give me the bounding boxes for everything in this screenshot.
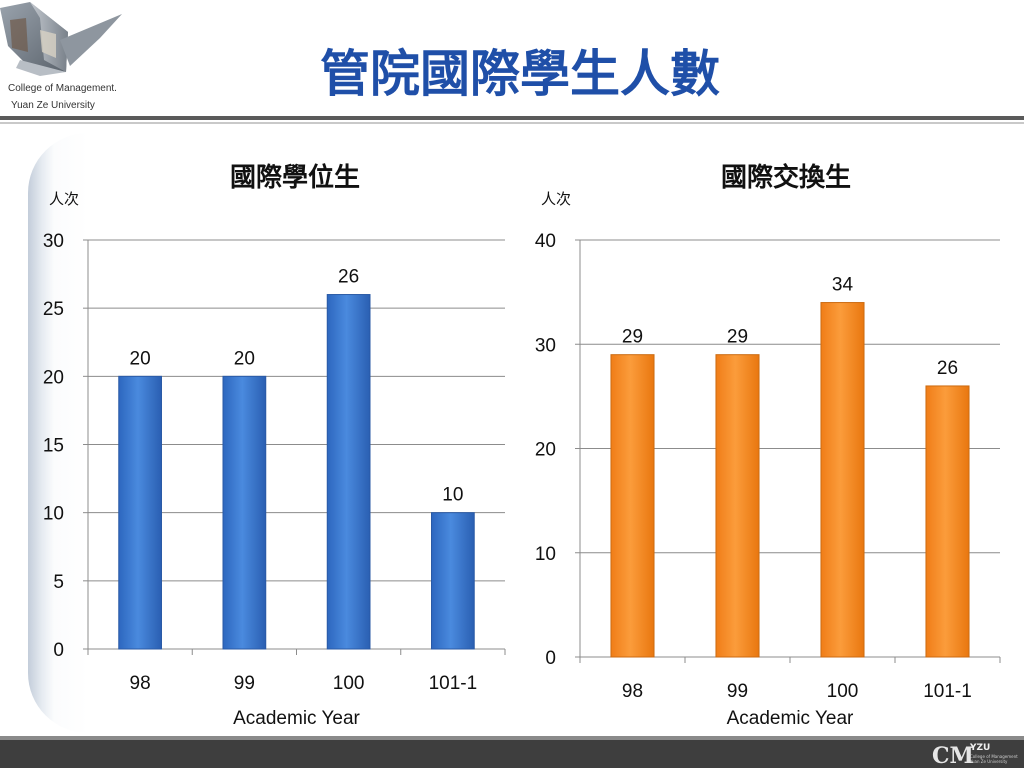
data-label: 29: [727, 327, 748, 348]
x-tick-label: 99: [234, 673, 255, 694]
x-tick-label: 98: [622, 681, 643, 702]
bar: [610, 354, 655, 658]
y-tick-label: 10: [535, 544, 556, 565]
bar: [431, 512, 475, 650]
y-tick-label: 25: [43, 299, 64, 320]
footer-bar: [0, 736, 1024, 768]
x-tick-label: 100: [333, 673, 365, 694]
footer-logo-line-1: College of Management: [970, 754, 1018, 759]
data-label: 10: [442, 485, 463, 506]
data-label: 34: [832, 275, 854, 296]
x-tick-label: 98: [130, 673, 151, 694]
x-axis-label: Academic Year: [233, 708, 360, 729]
bar: [326, 294, 371, 650]
x-axis-label: Academic Year: [727, 708, 854, 729]
page-title: 管院國際學生人數: [320, 44, 720, 103]
y-tick-label: 20: [535, 440, 556, 461]
logo-line-1: College of Management.: [8, 83, 117, 94]
y-tick-label: 15: [43, 436, 64, 457]
footer-stripe: [0, 736, 1024, 740]
data-label: 29: [622, 327, 643, 348]
building-logo-icon: [0, 2, 122, 76]
footer-logo-brand: YZU: [969, 743, 990, 753]
y-tick-label: 20: [43, 367, 64, 388]
x-tick-label: 101-1: [429, 673, 478, 694]
y-axis-label: 人次: [541, 190, 571, 208]
x-tick-label: 100: [827, 681, 859, 702]
footer-logo-mark: CM: [932, 743, 974, 768]
data-label: 20: [234, 348, 255, 369]
y-tick-label: 0: [545, 648, 556, 669]
data-label: 26: [338, 267, 359, 288]
bar: [222, 375, 267, 650]
y-tick-label: 5: [53, 572, 64, 593]
header-rule: [0, 116, 1024, 120]
y-tick-label: 0: [53, 640, 64, 661]
college-logo: College of Management. Yuan Ze Universit…: [0, 0, 130, 115]
bar: [118, 375, 162, 650]
logo-line-2: Yuan Ze University: [11, 100, 95, 111]
bar: [715, 354, 760, 658]
bar: [820, 302, 865, 658]
chart-title: 國際學位生: [230, 162, 360, 193]
y-axis-label: 人次: [49, 190, 79, 208]
y-tick-label: 30: [535, 335, 556, 356]
footer-logo: CM YZU College of Management Yuan Ze Uni…: [932, 743, 1018, 768]
y-tick-label: 30: [43, 231, 64, 252]
header-rule-light: [0, 122, 1024, 124]
chart-title: 國際交換生: [721, 162, 851, 193]
data-label: 26: [937, 358, 958, 379]
footer-logo-line-2: Yuan Ze University: [969, 759, 1008, 764]
x-tick-label: 101-1: [923, 681, 972, 702]
x-tick-label: 99: [727, 681, 748, 702]
y-tick-label: 10: [43, 504, 64, 525]
data-label: 20: [130, 348, 151, 369]
y-tick-label: 40: [535, 231, 556, 252]
charts-canvas: 國際學位生人次051015202530209820992610010101-1A…: [43, 162, 1001, 729]
bar: [925, 385, 970, 658]
